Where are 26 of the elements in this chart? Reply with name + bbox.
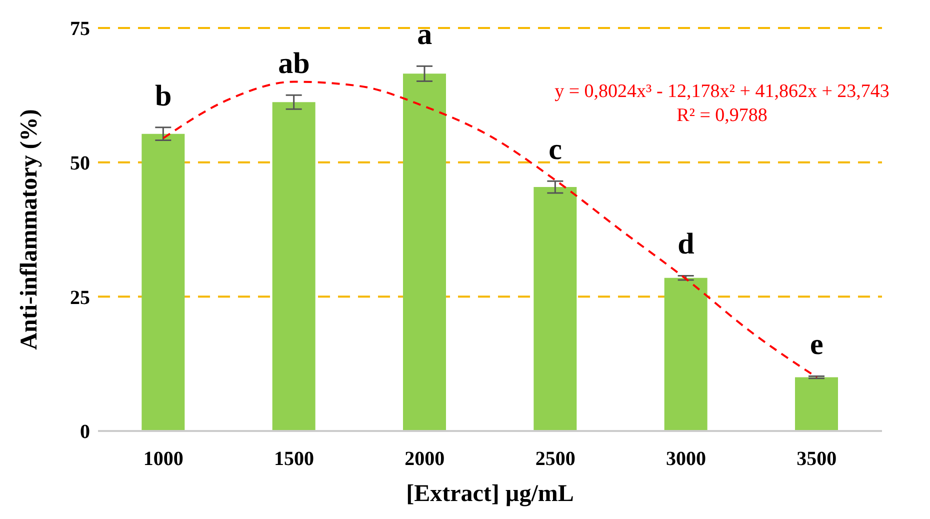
- annotation: a: [417, 18, 432, 51]
- y-tick-label: 25: [70, 286, 90, 309]
- bar: [534, 187, 577, 431]
- bar: [272, 102, 316, 431]
- x-tick-label: 2000: [404, 448, 445, 470]
- y-tick-label: 0: [80, 421, 90, 444]
- y-axis-title: Anti-inflammatory (%): [16, 109, 43, 350]
- annotation: R² = 0,9788: [676, 104, 768, 128]
- x-tick-label: 3000: [666, 448, 706, 470]
- annotation: y = 0,8024x³ - 12,178x² + 41,862x + 23,743: [554, 80, 890, 104]
- bar: [403, 74, 446, 431]
- annotation: e: [810, 328, 824, 362]
- bar: [795, 377, 838, 431]
- bar: [664, 278, 708, 431]
- annotation: ab: [278, 47, 310, 80]
- y-tick-label: 75: [70, 18, 90, 40]
- x-axis-title: [Extract] µg/mL: [406, 481, 574, 507]
- x-tick-label: 2500: [535, 448, 576, 470]
- x-tick-label: 3500: [796, 448, 837, 470]
- y-tick-label: 50: [70, 152, 90, 174]
- x-tick-label: 1500: [274, 448, 314, 470]
- annotation: b: [154, 79, 172, 112]
- x-tick-label: 1000: [143, 448, 184, 470]
- annotation: d: [678, 228, 695, 261]
- bar: [142, 134, 185, 431]
- annotation: c: [548, 133, 562, 166]
